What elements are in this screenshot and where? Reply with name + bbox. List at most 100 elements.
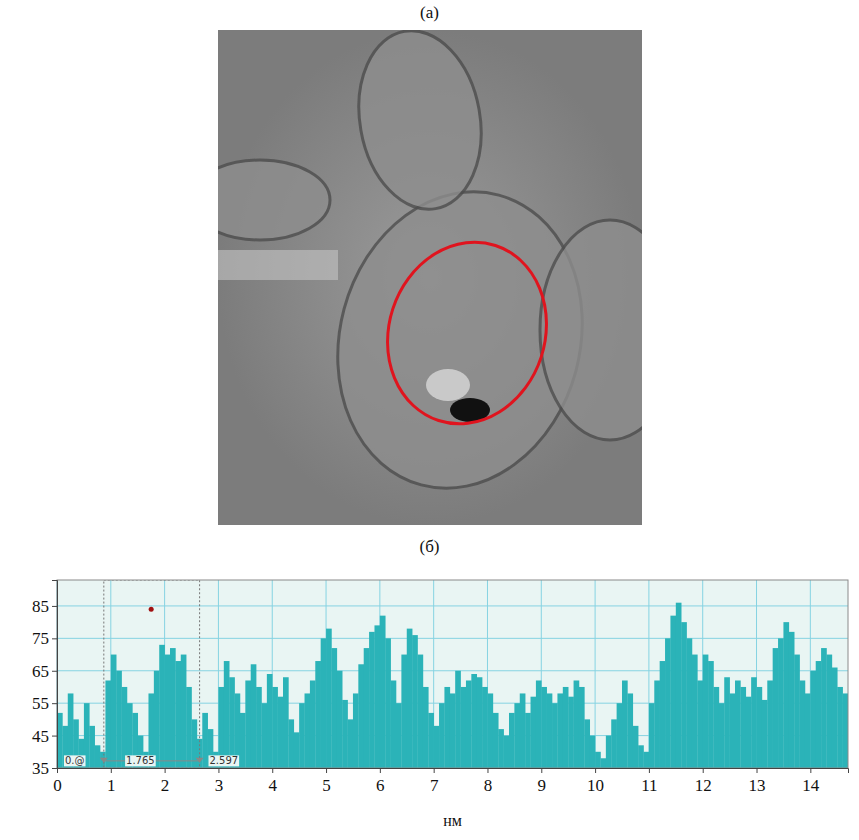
bar [450,693,456,768]
bar [552,703,558,768]
bar [757,687,763,768]
bars [57,603,848,768]
bar [600,758,606,768]
x-tick: 2 [161,768,170,795]
bar [746,697,752,768]
bar [224,661,230,768]
bar [95,745,101,768]
bar [407,629,413,768]
selection-ellipse [364,221,569,444]
bar [498,729,504,768]
x-tick-label: 3 [215,776,224,795]
bar [315,661,321,768]
y-tick-label: 65 [32,662,49,681]
bar [670,616,676,768]
y-tick-mark [52,768,57,769]
y-tick: 45 [32,727,57,746]
bar [482,687,488,768]
bar [563,687,569,768]
x-tick-label: 1 [107,776,116,795]
bar [321,638,327,768]
x-tick-label: 14 [802,776,820,795]
bar [837,687,843,768]
bar [391,680,397,768]
x-axis-line [58,769,849,774]
bar [283,677,289,768]
plot-frame [57,580,848,768]
x-tick-mark [165,768,166,773]
bar [434,726,440,768]
bar [326,629,332,768]
x-tick-mark [487,768,488,773]
bar [531,697,537,768]
y-axis: 354555657585 [32,581,58,778]
bar [369,632,375,768]
annotation-bg [64,755,86,766]
figure: (а)(б)01234567891011121314354555657585нм… [0,0,859,840]
bar [751,677,757,768]
bar [418,655,424,768]
bar [364,648,370,768]
bar [504,736,510,768]
bar [687,638,693,768]
y-tick-label: 85 [32,597,49,616]
bar [843,693,848,768]
bar [547,693,553,768]
bar [310,680,316,768]
bar [358,664,364,768]
bar [186,687,192,768]
bar [821,648,827,768]
x-tick-mark [272,768,273,773]
bar [202,713,208,768]
annotation-bg [208,755,239,766]
x-tick: 13 [749,768,766,795]
bar [730,693,736,768]
bar [477,677,483,768]
bar [278,697,284,768]
x-tick-label: 10 [587,776,604,795]
y-tick-label: 45 [32,727,49,746]
y-tick-mark [52,671,57,672]
bar [719,703,725,768]
bar [703,655,709,768]
bar [638,745,644,768]
bar [466,680,472,768]
y-tick-mark [52,736,57,737]
point-marker [149,607,154,612]
y-tick-label: 35 [32,759,49,778]
bar [590,736,596,768]
x-tick-label: 9 [538,776,547,795]
bar [353,693,359,768]
bar [154,671,160,768]
bar [455,671,461,768]
x-axis: 01234567891011121314 [53,768,848,795]
grid [57,580,848,768]
bar [509,713,515,768]
x-tick-mark [649,768,650,773]
bar [337,671,343,768]
x-tick: 7 [430,768,439,795]
particle [218,160,330,240]
bar [299,703,305,768]
bar [810,671,816,768]
x-tick-mark [810,768,811,773]
particle [540,220,642,440]
bar [724,677,730,768]
bar [105,680,111,768]
bar [439,703,445,768]
bar [89,726,95,768]
annotation: 0.@ [65,755,85,766]
bar [654,680,660,768]
x-tick: 5 [322,768,331,795]
grid-line-y [57,605,848,606]
bar [681,622,687,768]
bar [412,635,418,768]
bar [767,680,773,768]
bar [826,655,832,768]
bar [708,661,714,768]
x-tick-label: 13 [749,776,766,795]
bar [536,680,542,768]
bar [348,719,354,768]
bright-spot [426,369,470,401]
x-tick-mark [703,768,704,773]
